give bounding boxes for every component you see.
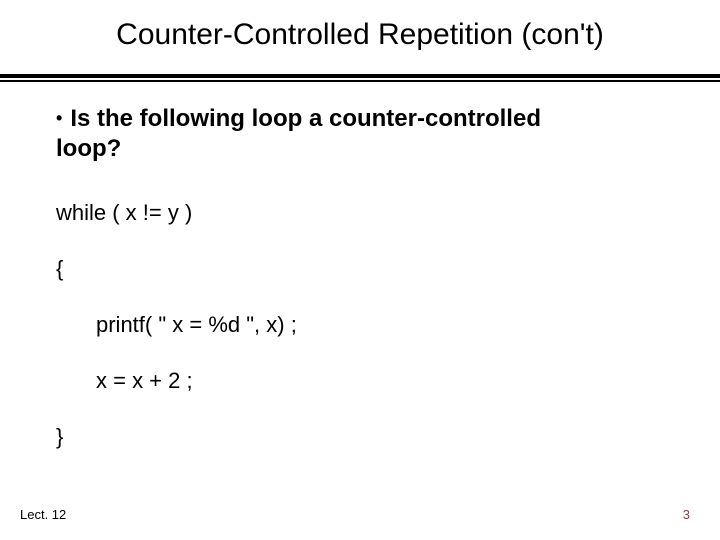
bullet-text: • Is the following loop a counter-control… bbox=[56, 104, 670, 164]
title-underline bbox=[0, 74, 720, 82]
slide-title: Counter-Controlled Repetition (con't) bbox=[0, 18, 720, 52]
bullet-line-2: loop? bbox=[56, 135, 121, 162]
page-number: 3 bbox=[683, 507, 690, 522]
code-line-3: printf( " x = %d ", x) ; bbox=[56, 312, 670, 338]
code-block: while ( x != y ) { printf( " x = %d ", x… bbox=[56, 200, 670, 480]
footer-left: Lect. 12 bbox=[20, 507, 66, 522]
bullet-icon: • bbox=[56, 109, 62, 127]
bullet-line-1: Is the following loop a counter-controll… bbox=[70, 105, 541, 132]
slide: Counter-Controlled Repetition (con't) • I… bbox=[0, 0, 720, 540]
code-line-2: { bbox=[56, 256, 670, 282]
code-line-5: } bbox=[56, 424, 670, 450]
code-line-4: x = x + 2 ; bbox=[56, 368, 670, 394]
code-line-1: while ( x != y ) bbox=[56, 200, 670, 226]
